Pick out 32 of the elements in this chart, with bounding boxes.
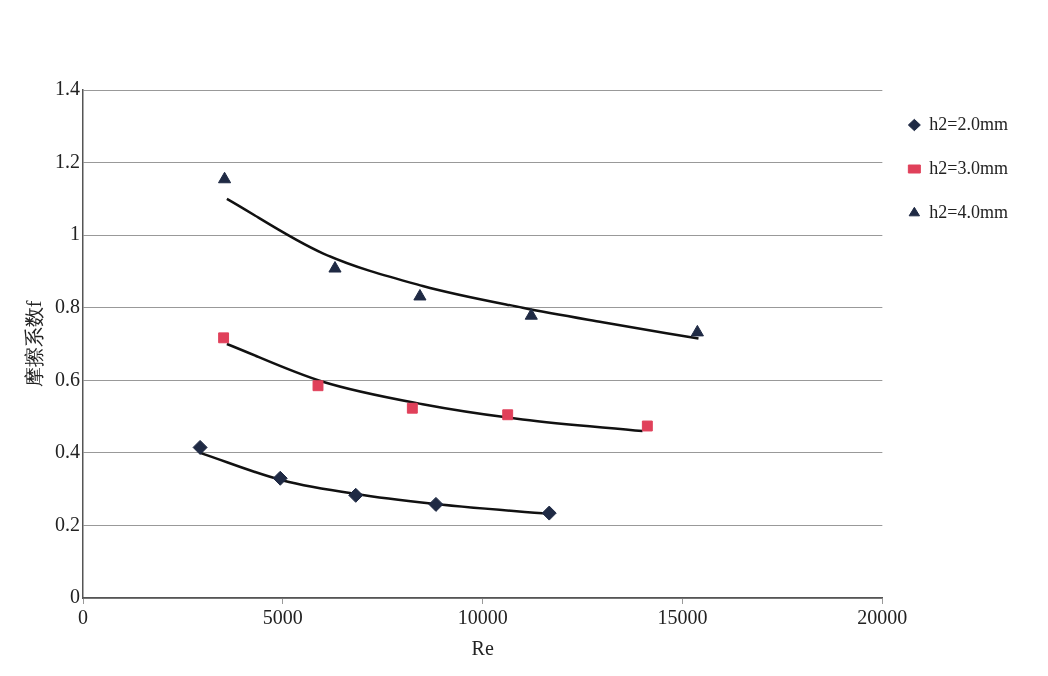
x-tick-label: 5000: [262, 606, 303, 629]
y-tick-label: 0.4: [55, 440, 80, 463]
point: [641, 420, 653, 432]
y-tick-label: 0.2: [55, 512, 80, 535]
x-tick-label: 10000: [457, 606, 508, 629]
point: [690, 324, 704, 337]
y-tick-label: 1.4: [55, 77, 80, 100]
y-tick-label: 1: [70, 222, 80, 245]
x-axis-title: Re: [471, 637, 494, 660]
point: [541, 505, 557, 521]
y-tick-label: 1.2: [55, 149, 80, 172]
point: [524, 308, 538, 320]
point: [312, 380, 324, 392]
point: [272, 470, 288, 486]
y-tick-label: 0.6: [55, 367, 80, 390]
y-tick-label: 0.8: [55, 294, 80, 317]
point: [328, 261, 342, 273]
y-axis-title: 摩擦系数f: [23, 300, 46, 388]
point: [348, 487, 364, 503]
point: [413, 288, 427, 301]
point: [192, 439, 208, 455]
legend-label: h2=2.0mm: [929, 113, 1008, 134]
point: [428, 496, 444, 512]
point: [406, 402, 418, 414]
point: [218, 332, 230, 344]
x-tick-label: 15000: [657, 606, 708, 629]
point: [218, 171, 232, 184]
x-tick-label: 20000: [857, 606, 908, 629]
point: [502, 409, 514, 421]
legend-label: h2=4.0mm: [929, 201, 1008, 222]
y-tick-label: 0: [70, 585, 80, 608]
legend-label: h2=3.0mm: [929, 157, 1008, 178]
